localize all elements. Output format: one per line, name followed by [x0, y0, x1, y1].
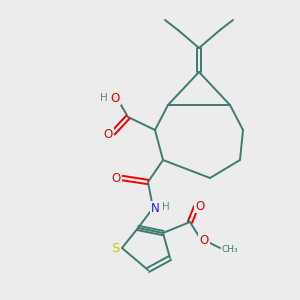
Text: O: O: [110, 92, 120, 104]
Text: O: O: [195, 200, 205, 212]
Text: O: O: [200, 233, 208, 247]
Text: O: O: [103, 128, 112, 140]
Text: H: H: [162, 202, 170, 212]
Text: N: N: [151, 202, 159, 214]
Text: O: O: [111, 172, 121, 184]
Text: CH₃: CH₃: [222, 244, 238, 253]
Text: H: H: [100, 93, 108, 103]
Text: S: S: [111, 242, 119, 254]
